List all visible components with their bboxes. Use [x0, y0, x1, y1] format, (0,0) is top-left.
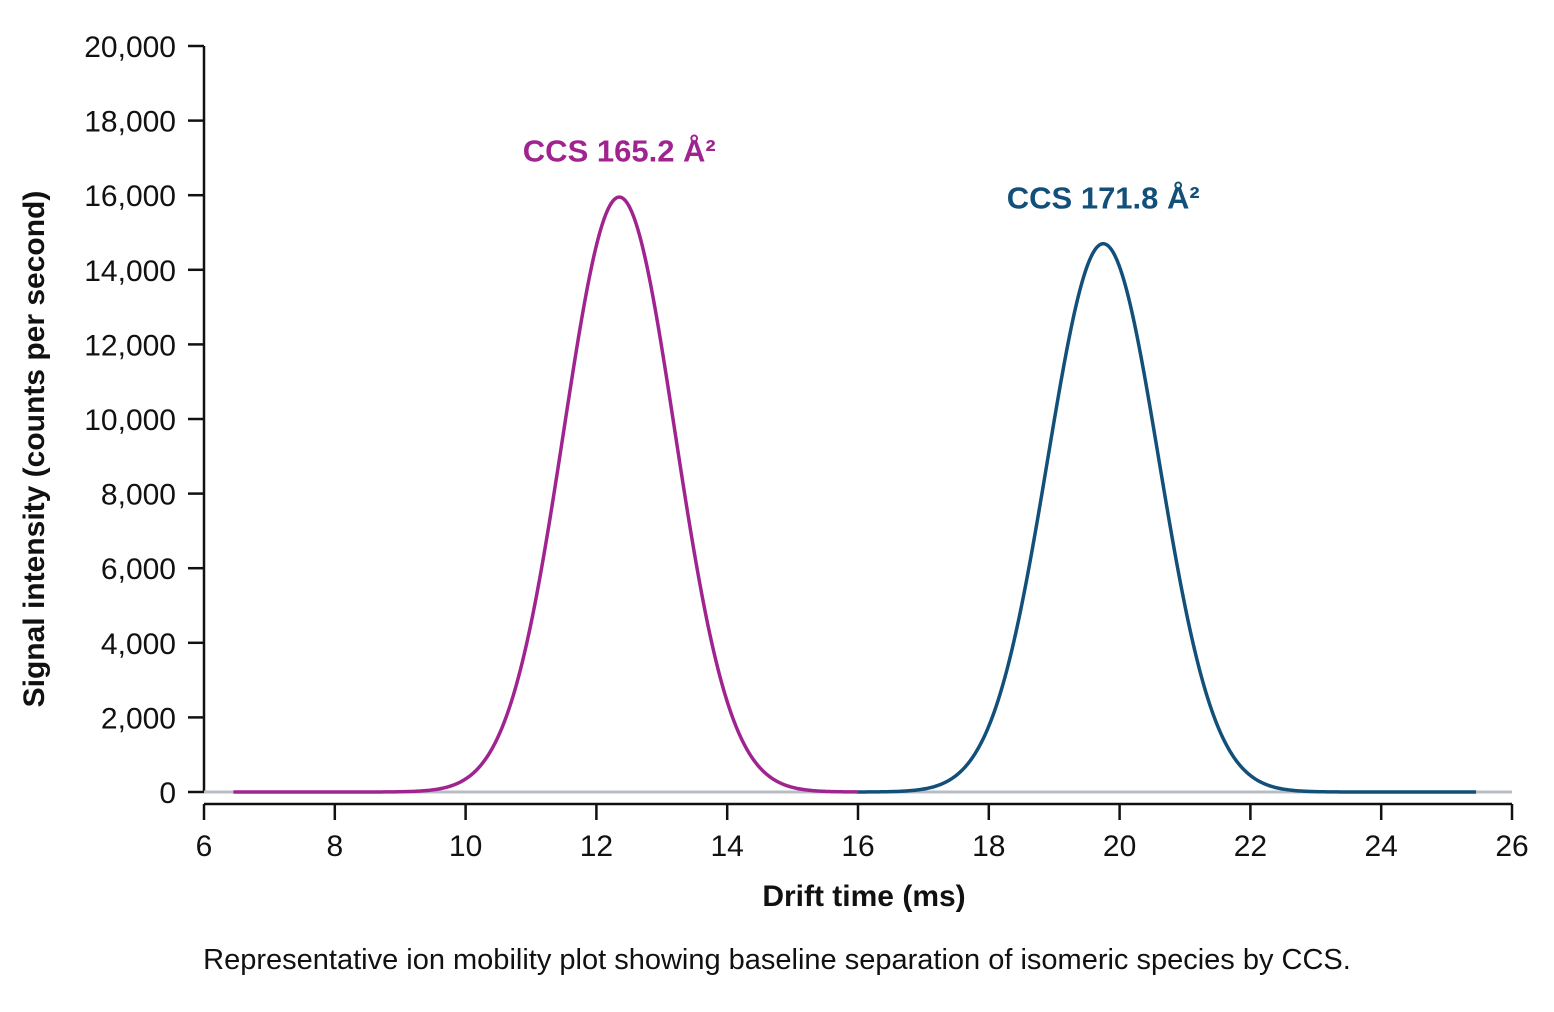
y-tick-label: 10,000	[84, 404, 176, 437]
series-lines	[204, 195, 1512, 794]
y-tick-label: 20,000	[84, 31, 176, 64]
x-axis: 6 8 10 12 14 16 18 20 22 24 26	[196, 802, 1529, 863]
peak-label-2: CCS 171.8 Å²	[1007, 180, 1200, 215]
ion-mobility-chart: 0 2,000 4,000 6,000 8,000 10,000 12,000 14,000 1…	[18, 31, 1529, 913]
y-tick-label: 12,000	[84, 329, 176, 362]
x-tick-label: 20	[1103, 830, 1136, 863]
peak-label-1: CCS 165.2 Å²	[523, 134, 716, 169]
x-tick-label: 8	[326, 830, 343, 863]
x-tick-label: 10	[449, 830, 482, 863]
y-axis: 0 2,000 4,000 6,000 8,000 10,000 12,000 14,000 1…	[84, 31, 206, 810]
x-tick-label: 22	[1234, 830, 1267, 863]
y-tick-label: 0	[159, 777, 176, 810]
chart-canvas: 0 2,000 4,000 6,000 8,000 10,000 12,000 14,000 1…	[18, 31, 1529, 913]
x-tick-label: 26	[1495, 830, 1528, 863]
y-tick-label: 16,000	[84, 180, 176, 213]
y-tick-label: 2,000	[101, 702, 176, 735]
peak-annotations: CCS 165.2 Å² CCS 171.8 Å²	[523, 134, 1200, 216]
y-tick-label: 6,000	[101, 553, 176, 586]
x-tick-label: 18	[972, 830, 1005, 863]
x-tick-label: 14	[711, 830, 744, 863]
series-line-1	[233, 195, 859, 794]
x-axis-title: Drift time (ms)	[762, 880, 965, 913]
x-tick-label: 6	[196, 830, 213, 863]
y-tick-label: 8,000	[101, 479, 176, 512]
x-tick-label: 24	[1365, 830, 1398, 863]
series-line-2	[857, 241, 1477, 794]
y-tick-label: 4,000	[101, 628, 176, 661]
y-tick-label: 18,000	[84, 106, 176, 139]
y-tick-label: 14,000	[84, 255, 176, 288]
y-axis-title: Signal intensity (counts per second)	[18, 191, 51, 708]
figure-caption: Representative ion mobility plot showing…	[203, 944, 1351, 976]
x-tick-label: 16	[841, 830, 874, 863]
x-tick-label: 12	[580, 830, 613, 863]
